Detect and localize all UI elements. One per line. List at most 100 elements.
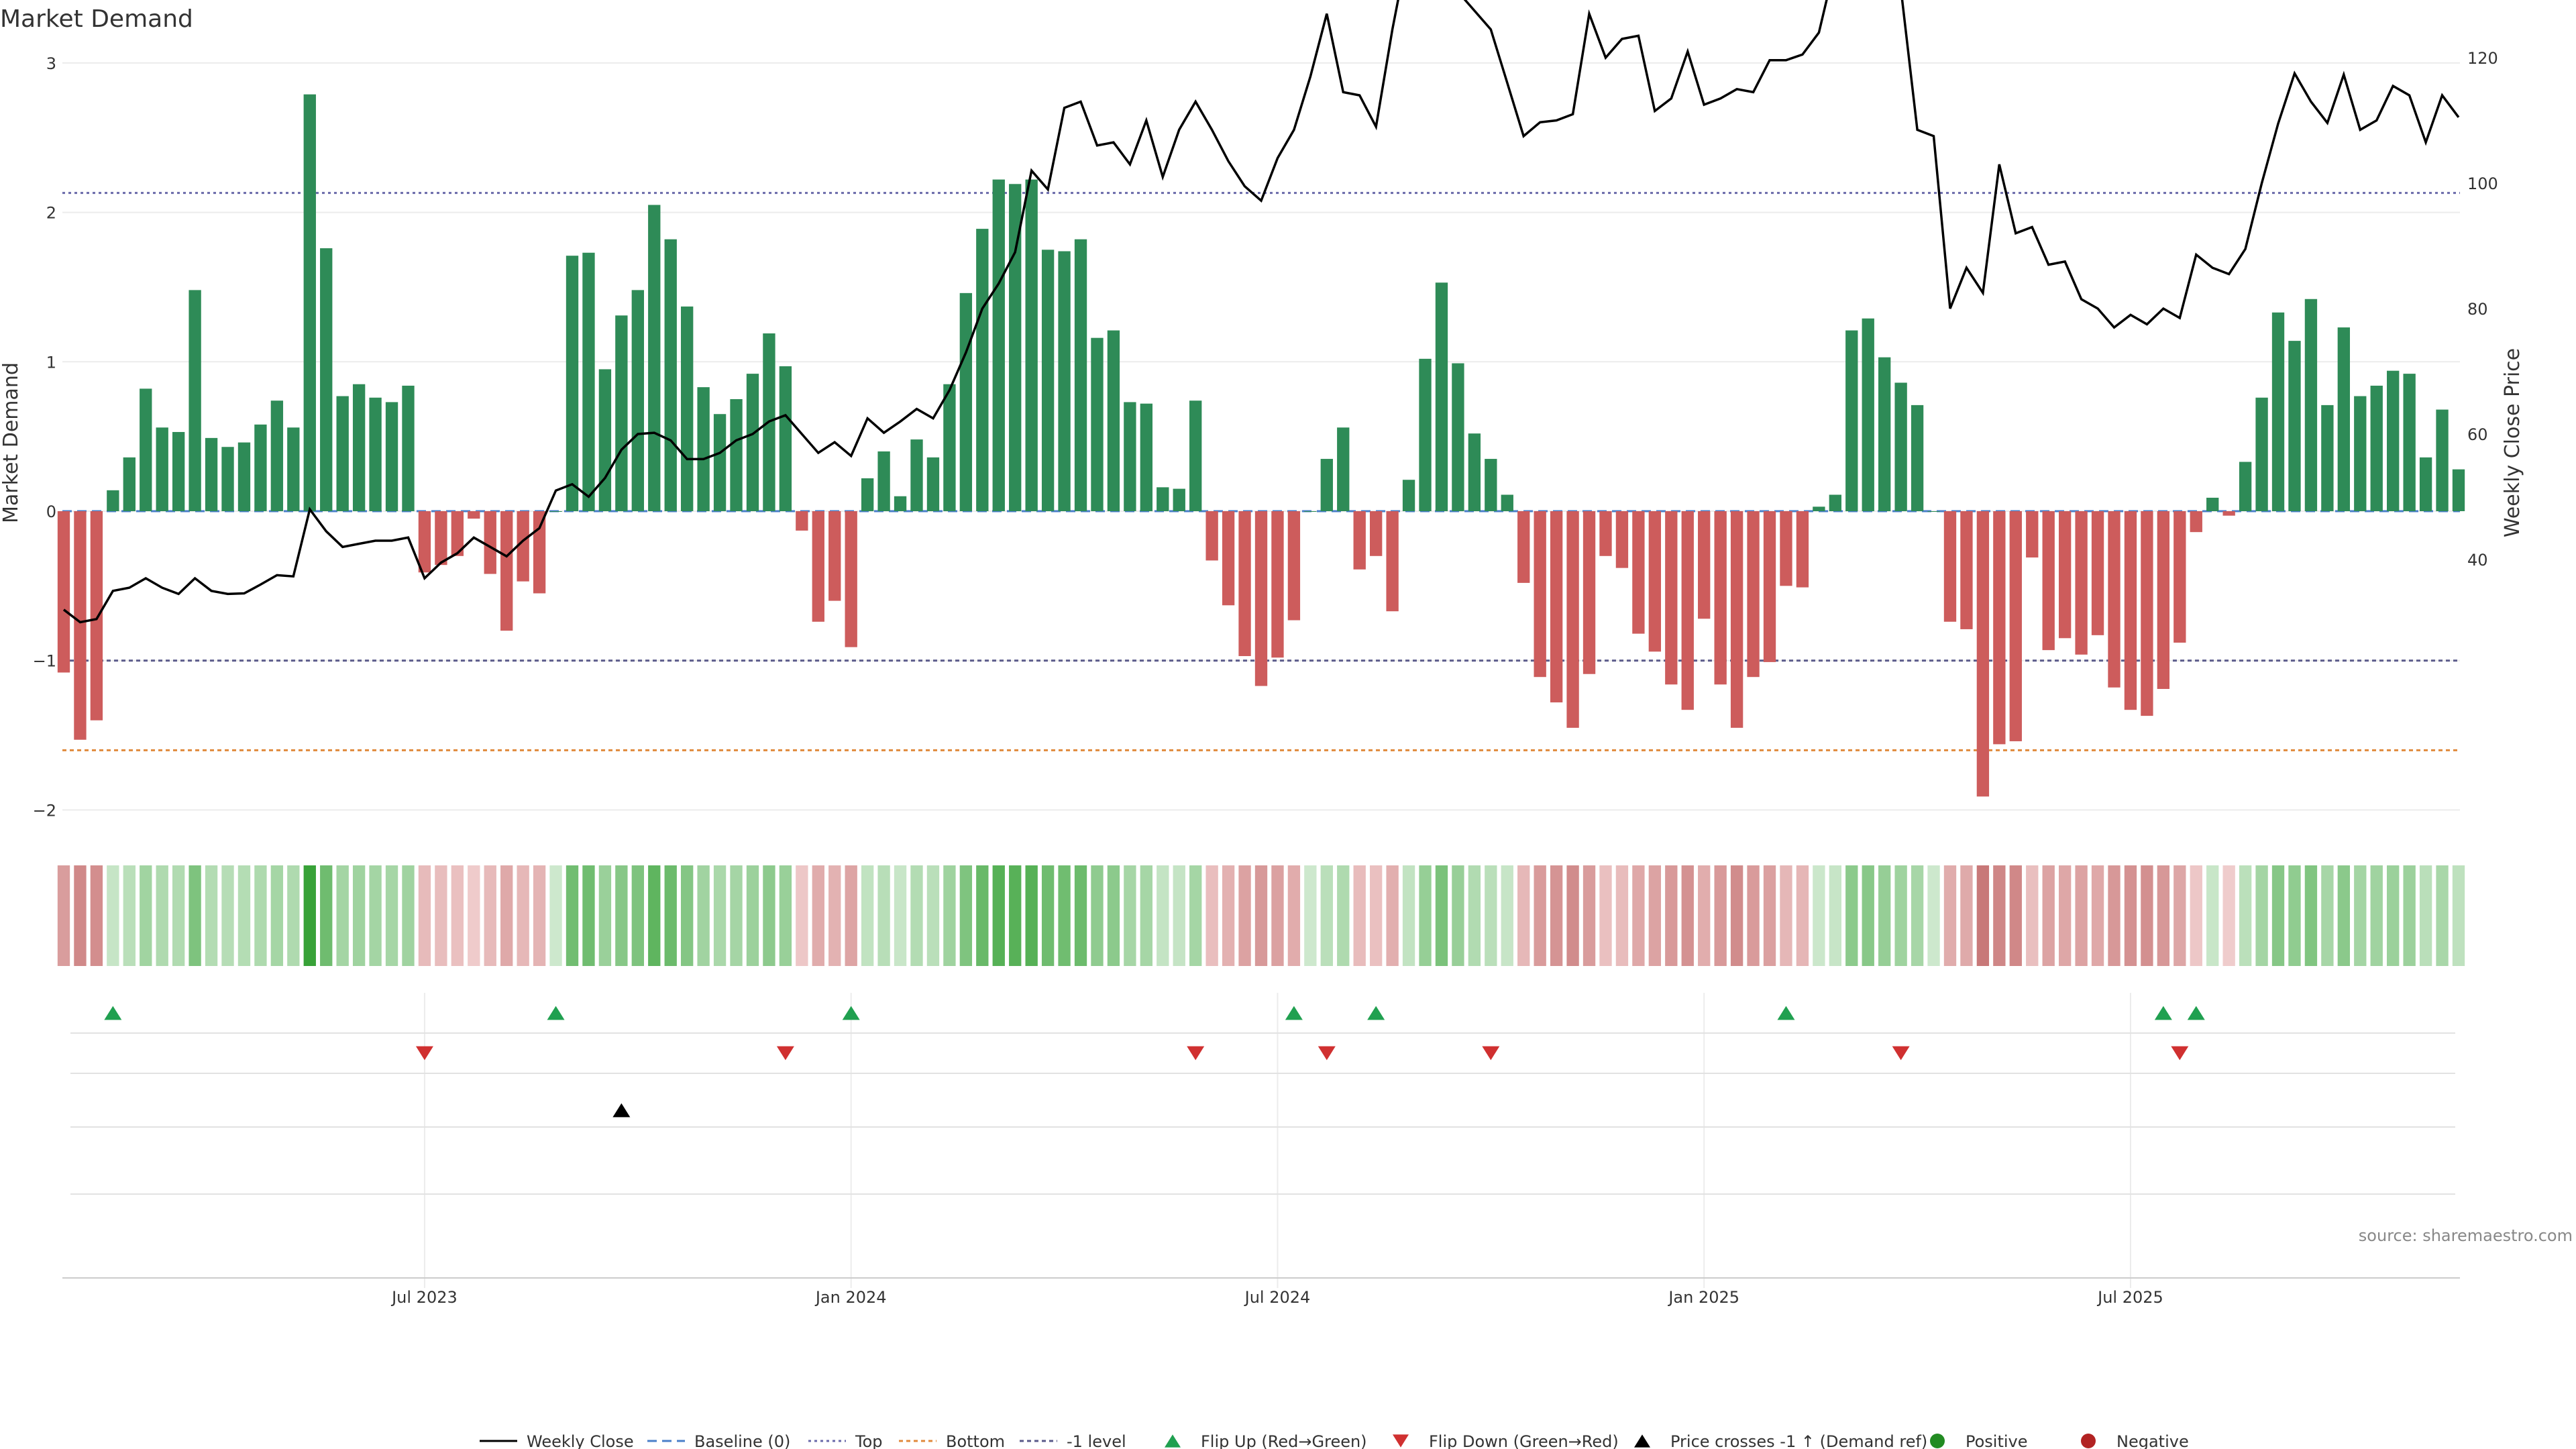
demand-bar <box>2370 385 2383 511</box>
heat-cell <box>1304 865 1317 966</box>
heat-cell <box>1665 865 1678 966</box>
demand-bar <box>1911 405 1924 511</box>
demand-bar <box>1501 494 1513 511</box>
heat-cell <box>2206 865 2219 966</box>
demand-bar <box>369 397 382 511</box>
demand-bar <box>2190 511 2202 533</box>
flip-up-marker <box>104 1006 122 1020</box>
heat-cell <box>270 865 284 966</box>
demand-bar <box>1205 511 1218 561</box>
demand-bar <box>2009 511 2022 741</box>
demand-bar <box>189 290 201 511</box>
heat-cell <box>2058 865 2072 966</box>
demand-bar <box>1402 480 1415 511</box>
demand-bar <box>140 388 152 511</box>
demand-bar <box>1747 511 1760 678</box>
heat-cell <box>828 865 841 966</box>
heat-cell <box>1894 865 1907 966</box>
demand-bar <box>435 511 447 566</box>
heat-cell <box>500 865 513 966</box>
demand-bar <box>713 414 727 511</box>
demand-bar <box>2042 511 2055 651</box>
heat-cell <box>1402 865 1415 966</box>
demand-bar <box>1894 382 1907 511</box>
heat-cell <box>2419 865 2432 966</box>
demand-bar <box>484 511 496 574</box>
heat-cell <box>631 865 644 966</box>
demand-bar <box>320 248 333 511</box>
price-cross-marker <box>612 1103 631 1118</box>
demand-bar <box>1681 511 1694 710</box>
demand-bar <box>910 439 923 511</box>
heat-cell <box>1205 865 1218 966</box>
heat-cell <box>894 865 907 966</box>
chart-title: Market Demand <box>0 5 193 33</box>
demand-bar <box>1943 511 1957 622</box>
demand-bar <box>1665 511 1678 685</box>
demand-bar <box>2271 312 2285 511</box>
demand-bar <box>1107 330 1120 511</box>
demand-bar <box>992 179 1005 511</box>
heat-cell <box>1993 865 2006 966</box>
heat-cell <box>287 865 300 966</box>
demand-bar <box>2321 405 2334 511</box>
heat-cell <box>943 865 956 966</box>
legend-marker <box>1930 1434 1945 1448</box>
heat-cell <box>2337 865 2351 966</box>
demand-bar <box>1419 358 1432 511</box>
demand-bar <box>418 511 431 573</box>
heat-cell <box>1582 865 1596 966</box>
flip-down-marker <box>1482 1046 1500 1061</box>
heat-cell <box>713 865 727 966</box>
demand-bar <box>2124 511 2137 710</box>
demand-bar <box>2026 511 2039 558</box>
demand-bar <box>1960 511 1973 629</box>
flip-up-marker <box>1285 1006 1303 1020</box>
heat-cell <box>615 865 628 966</box>
demand-bar <box>2419 457 2432 511</box>
demand-bar <box>1534 511 1546 678</box>
demand-bar <box>1025 179 1038 511</box>
heat-cell <box>205 865 218 966</box>
demand-bar <box>2436 409 2449 511</box>
demand-bar <box>779 366 792 511</box>
demand-bar <box>1435 282 1448 511</box>
y-right-tick-label: 100 <box>2467 174 2498 193</box>
demand-bar <box>877 451 890 511</box>
heat-cell <box>451 865 464 966</box>
price-line <box>62 0 2460 624</box>
demand-bar <box>812 511 824 622</box>
heat-cell <box>1960 865 1973 966</box>
heat-cell <box>517 865 529 966</box>
legend-marker <box>1393 1434 1409 1448</box>
demand-bar <box>1763 511 1776 662</box>
demand-bar <box>1714 511 1727 685</box>
demand-bar <box>1566 511 1579 728</box>
demand-bar <box>2206 497 2219 511</box>
demand-bar <box>1320 459 1333 511</box>
demand-bar <box>2157 511 2170 690</box>
heat-cell <box>1058 865 1071 966</box>
heat-cell <box>1271 865 1284 966</box>
heat-cell <box>877 865 890 966</box>
heat-cell <box>189 865 201 966</box>
heat-cell <box>1287 865 1301 966</box>
demand-bar <box>57 511 70 673</box>
y-right-tick-label: 40 <box>2467 551 2488 570</box>
heat-cell <box>796 865 808 966</box>
demand-bar <box>664 239 677 511</box>
heat-cell <box>1124 865 1136 966</box>
demand-bar <box>254 424 267 511</box>
legend-item: Positive <box>1966 1432 2028 1449</box>
flip-down-marker <box>776 1046 794 1061</box>
legend-item: Price crosses -1 ↑ (Demand ref) <box>1670 1432 1927 1449</box>
heat-cell <box>1615 865 1629 966</box>
heat-cell <box>746 865 759 966</box>
heat-cell <box>2108 865 2121 966</box>
demand-bar <box>1238 511 1251 657</box>
heat-cell <box>992 865 1005 966</box>
demand-bar <box>959 292 973 511</box>
heat-cell <box>779 865 792 966</box>
heat-cell <box>566 865 579 966</box>
demand-bar <box>1140 403 1153 511</box>
